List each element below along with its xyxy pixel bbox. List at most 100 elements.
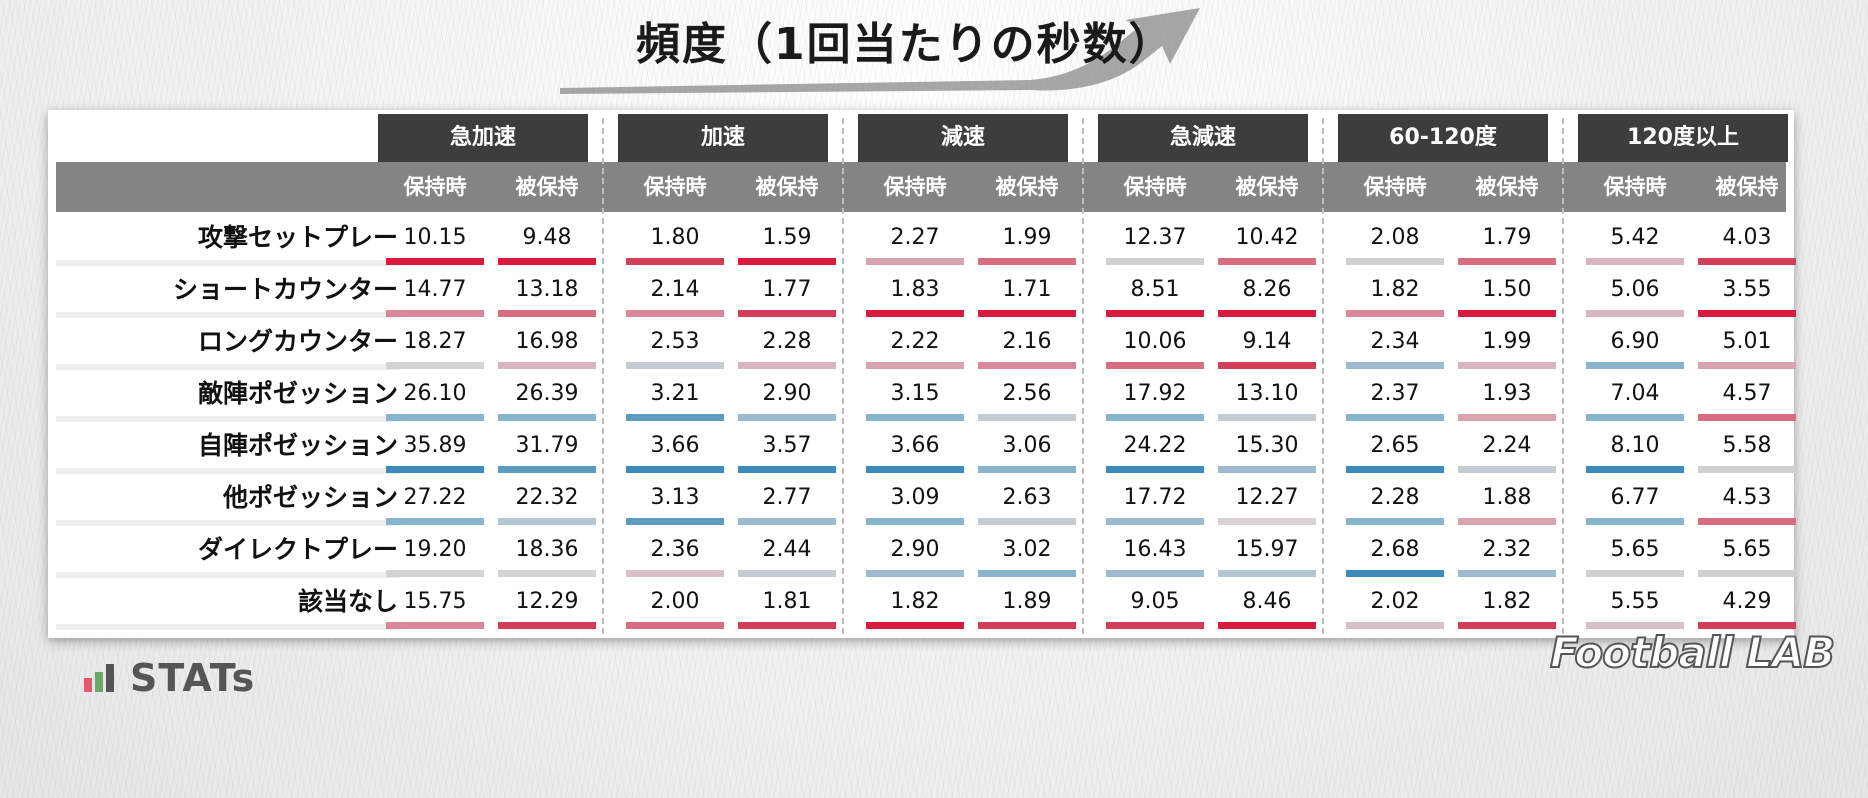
table-cell-bar bbox=[1106, 362, 1204, 369]
table-cell-value: 1.82 bbox=[890, 589, 940, 614]
table-cell-bar bbox=[386, 414, 484, 421]
table-cell-bar bbox=[498, 362, 596, 369]
table-cell-value: 14.77 bbox=[403, 277, 467, 302]
table-cell-value: 3.55 bbox=[1722, 277, 1772, 302]
table-cell-bar bbox=[1458, 570, 1556, 577]
table-cell-bar bbox=[866, 622, 964, 629]
table-cell-bar bbox=[1106, 518, 1204, 525]
table-cell-value: 5.65 bbox=[1722, 537, 1772, 562]
table-cell-bar bbox=[1218, 414, 1316, 421]
table-cell-bar bbox=[1218, 466, 1316, 473]
table-cell-bar bbox=[1698, 310, 1796, 317]
row-label-underline bbox=[56, 364, 401, 370]
table-cell-bar bbox=[738, 570, 836, 577]
table-cell-bar bbox=[498, 310, 596, 317]
table-cell-value: 2.65 bbox=[1370, 433, 1420, 458]
table-cell-bar bbox=[738, 622, 836, 629]
table-cell-bar bbox=[738, 258, 836, 265]
table-cell-bar bbox=[386, 258, 484, 265]
table-cell-bar bbox=[866, 466, 964, 473]
stats-logo-icon bbox=[84, 664, 114, 692]
table-cell-value: 2.36 bbox=[650, 537, 700, 562]
title-area: 頻度（1回当たりの秒数） bbox=[560, 2, 1340, 97]
table-cell-bar bbox=[498, 570, 596, 577]
table-cell-value: 3.66 bbox=[890, 433, 940, 458]
table-cell-value: 15.97 bbox=[1235, 537, 1299, 562]
table-cell-value: 3.57 bbox=[762, 433, 812, 458]
table-cell-bar bbox=[1106, 310, 1204, 317]
table-cell-value: 10.15 bbox=[403, 225, 467, 250]
table-cell-value: 16.43 bbox=[1123, 537, 1187, 562]
table-cell-bar bbox=[626, 414, 724, 421]
table-cell-bar bbox=[626, 622, 724, 629]
table-cell-value: 5.55 bbox=[1610, 589, 1660, 614]
table-cell-bar bbox=[626, 258, 724, 265]
table-cell-value: 1.93 bbox=[1482, 381, 1532, 406]
table-cell-value: 8.26 bbox=[1242, 277, 1292, 302]
table-cell-value: 24.22 bbox=[1123, 433, 1187, 458]
table-cell-value: 2.77 bbox=[762, 485, 812, 510]
subheader-label: 被保持 bbox=[515, 175, 579, 199]
table-cell-value: 10.06 bbox=[1123, 329, 1187, 354]
table-cell-bar bbox=[1106, 414, 1204, 421]
table-cell-bar bbox=[866, 362, 964, 369]
table-cell-value: 1.89 bbox=[1002, 589, 1052, 614]
table-cell-value: 7.04 bbox=[1610, 381, 1660, 406]
table-cell-bar bbox=[1698, 414, 1796, 421]
subheader-label: 保持時 bbox=[1123, 175, 1187, 199]
table-cell-bar bbox=[386, 466, 484, 473]
subheader-label: 被保持 bbox=[1715, 175, 1779, 199]
table-cell-value: 4.03 bbox=[1722, 225, 1772, 250]
table-cell-value: 2.00 bbox=[650, 589, 700, 614]
table-cell-value: 1.50 bbox=[1482, 277, 1532, 302]
table-cell-value: 2.22 bbox=[890, 329, 940, 354]
table-cell-value: 9.14 bbox=[1242, 329, 1292, 354]
table-cell-value: 3.15 bbox=[890, 381, 940, 406]
table-cell-value: 4.53 bbox=[1722, 485, 1772, 510]
table-cell-value: 5.65 bbox=[1610, 537, 1660, 562]
table-cell-value: 5.01 bbox=[1722, 329, 1772, 354]
table-cell-bar bbox=[1218, 622, 1316, 629]
table-cell-bar bbox=[498, 258, 596, 265]
table-cell-bar bbox=[386, 622, 484, 629]
table-cell-bar bbox=[1218, 570, 1316, 577]
table-cell-value: 17.72 bbox=[1123, 485, 1187, 510]
table-cell-bar bbox=[626, 570, 724, 577]
table-cell-bar bbox=[978, 466, 1076, 473]
table-cell-bar bbox=[978, 622, 1076, 629]
table-cell-value: 15.30 bbox=[1235, 433, 1299, 458]
table-cell-value: 4.29 bbox=[1722, 589, 1772, 614]
row-label: ダイレクトプレー bbox=[197, 535, 398, 564]
table-cell-bar bbox=[498, 622, 596, 629]
subheader-label: 保持時 bbox=[643, 175, 707, 199]
table-cell-value: 4.57 bbox=[1722, 381, 1772, 406]
row-label: 自陣ポゼッション bbox=[197, 431, 398, 460]
table-cell-value: 2.28 bbox=[762, 329, 812, 354]
table-cell-bar bbox=[1346, 622, 1444, 629]
table-cell-value: 27.22 bbox=[403, 485, 467, 510]
stats-logo-text: STATs bbox=[130, 656, 256, 700]
row-label-underline bbox=[56, 624, 401, 630]
table-cell-value: 1.71 bbox=[1002, 277, 1052, 302]
table-cell-bar bbox=[1346, 310, 1444, 317]
table-cell-value: 1.79 bbox=[1482, 225, 1532, 250]
row-label-underline bbox=[56, 520, 401, 526]
table-cell-bar bbox=[978, 414, 1076, 421]
table-cell-value: 18.36 bbox=[515, 537, 579, 562]
table-cell-bar bbox=[738, 518, 836, 525]
table-cell-bar bbox=[1698, 622, 1796, 629]
table-cell-bar bbox=[1586, 310, 1684, 317]
row-label: 他ポゼッション bbox=[222, 483, 398, 512]
table-cell-value: 1.59 bbox=[762, 225, 812, 250]
table-cell-bar bbox=[626, 362, 724, 369]
table-cell-value: 1.81 bbox=[762, 589, 812, 614]
table-cell-bar bbox=[978, 570, 1076, 577]
table-cell-bar bbox=[866, 258, 964, 265]
table-cell-value: 31.79 bbox=[515, 433, 579, 458]
table-cell-bar bbox=[498, 518, 596, 525]
table-cell-bar bbox=[1346, 414, 1444, 421]
table-cell-value: 2.53 bbox=[650, 329, 700, 354]
table-cell-bar bbox=[1586, 518, 1684, 525]
table-cell-bar bbox=[1698, 466, 1796, 473]
table-cell-bar bbox=[1698, 518, 1796, 525]
